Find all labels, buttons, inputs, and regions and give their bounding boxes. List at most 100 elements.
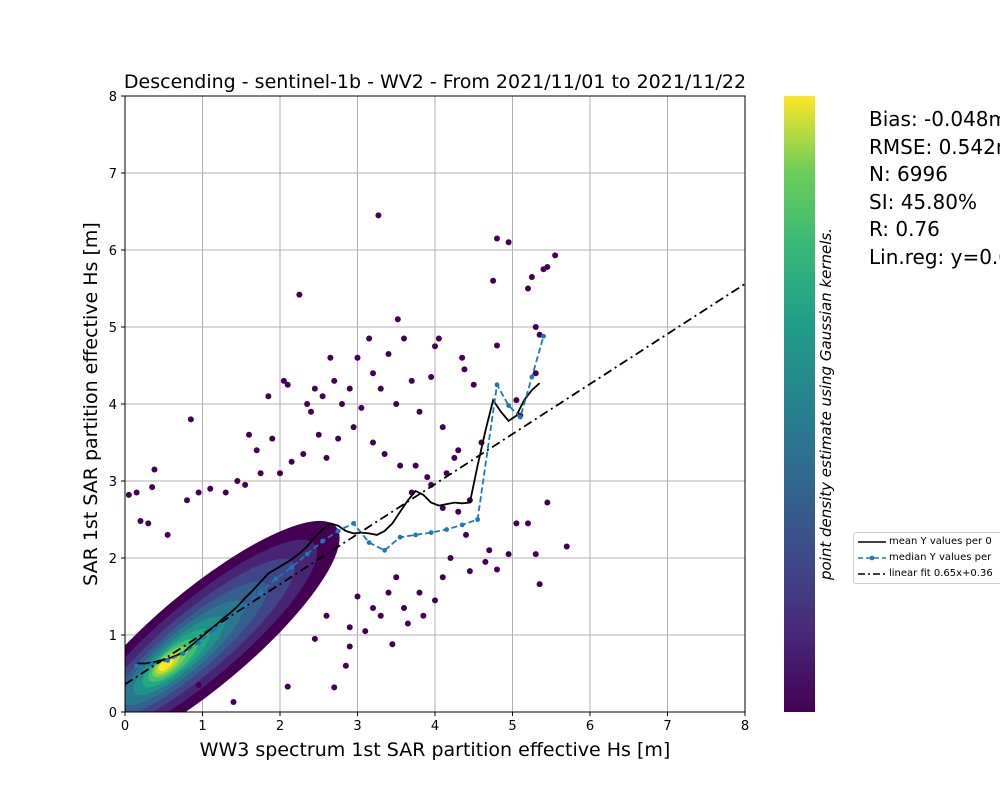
chart-title: Descending - sentinel-1b - WV2 - From 20… (124, 71, 746, 93)
scatter-point (439, 504, 446, 511)
scatter-point (412, 462, 419, 469)
median-point (289, 564, 295, 570)
scatter-point (447, 555, 454, 561)
median-point (413, 532, 419, 538)
scatter-point (451, 454, 458, 461)
scatter-point (327, 354, 334, 361)
x-tick-label: 8 (741, 719, 749, 734)
scatter-point (513, 397, 520, 404)
scatter-point (432, 343, 438, 350)
scatter-point (377, 612, 384, 619)
y-tick-label: 3 (109, 475, 117, 490)
scatter-point (133, 489, 140, 496)
scatter-point (377, 385, 384, 392)
x-tick-label: 0 (121, 719, 129, 734)
scatter-point (366, 335, 373, 342)
scatter-point (284, 381, 291, 388)
scatter-point (246, 431, 252, 438)
scatter-point (393, 574, 400, 581)
median-point (180, 651, 186, 656)
series-lines (125, 283, 745, 686)
legend-median-label: median Y values per (889, 552, 992, 563)
scatter-point (331, 377, 338, 384)
scatter-point (234, 478, 241, 484)
scatter-point (385, 350, 392, 357)
scatter-point (195, 682, 202, 689)
scatter-point (532, 370, 539, 377)
scatter-point (354, 593, 361, 600)
scatter-point (494, 566, 500, 573)
scatter-point (304, 401, 311, 407)
y-tick-label: 1 (109, 629, 117, 644)
legend-median-swatch (858, 555, 886, 561)
scatter-point (346, 385, 353, 392)
median-point (366, 540, 372, 545)
scatter-point (187, 416, 194, 423)
median-point (494, 382, 500, 388)
median-point (165, 658, 171, 663)
y-tick-label: 6 (109, 244, 117, 259)
legend-mean-swatch (858, 541, 886, 543)
scatter-point (552, 252, 559, 259)
x-tick-label: 5 (508, 719, 516, 734)
scatter-point (195, 489, 202, 496)
median-point (517, 414, 523, 420)
median-point (351, 520, 357, 526)
median-point (397, 534, 403, 540)
scatter-point (389, 641, 396, 648)
scatter-point (416, 589, 423, 596)
colorbar (784, 96, 815, 712)
scatter-point (401, 605, 407, 612)
scatter-point (470, 381, 477, 388)
x-tick-label: 7 (663, 719, 671, 734)
scatter-point (513, 520, 520, 527)
median-point (273, 576, 279, 582)
scatter-point (408, 377, 415, 384)
stat-n: N: 6996 (869, 162, 948, 187)
scatter-point (461, 366, 468, 373)
scatter-point (494, 235, 500, 242)
scatter-point (300, 451, 307, 458)
scatter-point (532, 324, 539, 330)
scatter-point (230, 698, 237, 705)
scatter-point (370, 605, 376, 612)
median-point (227, 615, 233, 621)
scatter-point (455, 508, 462, 515)
scatter-point (362, 628, 369, 635)
scatter-point (342, 662, 349, 669)
mean-line (136, 382, 541, 665)
y-tick-label: 0 (109, 706, 117, 721)
scatter-point (536, 581, 543, 588)
stat-linreg: Lin.reg: y=0.65x+0.36 (869, 244, 1000, 269)
scatter-point (466, 568, 473, 575)
median-point (304, 551, 310, 557)
legend: mean Y values per 0 median Y values per … (853, 532, 1000, 584)
scatter-point (350, 424, 357, 431)
scatter-point (354, 354, 361, 361)
scatter-point (257, 470, 264, 477)
scatter-point (311, 635, 318, 642)
stat-rmse: RMSE: 0.542m (869, 134, 1000, 159)
scatter-point (455, 447, 462, 454)
median-point (541, 333, 546, 339)
scatter-point (563, 543, 570, 550)
stat-si: SI: 45.80% (869, 189, 977, 214)
x-tick-label: 4 (431, 719, 439, 734)
y-tick-label: 2 (109, 552, 117, 567)
median-point (506, 403, 512, 408)
scatter-point (265, 393, 272, 400)
scatter-point (404, 620, 411, 627)
scatter-point (311, 385, 318, 392)
scatter-point (525, 285, 531, 292)
scatter-point (432, 597, 438, 604)
scatter-point (145, 520, 152, 527)
scatter-point (137, 518, 144, 525)
scatter-point (505, 551, 512, 558)
scatter-point (375, 212, 382, 219)
median-point (382, 547, 388, 553)
scatter-point (335, 435, 342, 442)
scatter-point (482, 558, 489, 565)
y-tick-label: 7 (109, 167, 117, 182)
scatter-point (439, 574, 446, 581)
y-tick-label: 4 (109, 398, 117, 413)
